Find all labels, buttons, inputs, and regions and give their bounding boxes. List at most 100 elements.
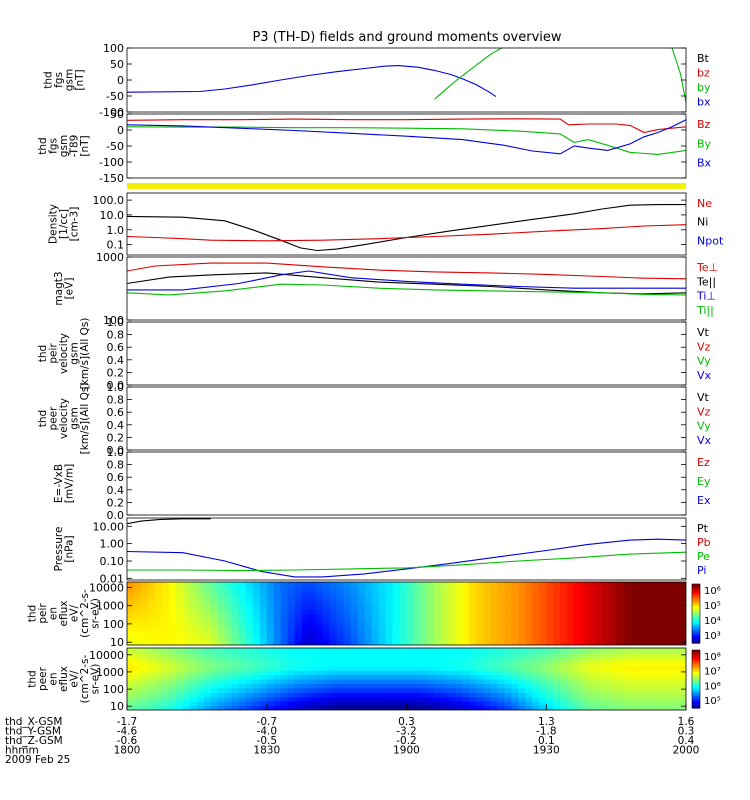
- time-axis-value: 1.3: [538, 716, 555, 728]
- heatmap-cell: [336, 586, 345, 592]
- heatmap-cell: [322, 670, 331, 676]
- heatmap-cell: [148, 640, 156, 645]
- series-line-Ni: [127, 204, 686, 252]
- heatmap-cell: [504, 701, 512, 707]
- heatmap-cell: [399, 679, 408, 684]
- heatmap-cell: [301, 692, 310, 698]
- heatmap-cell: [651, 687, 659, 693]
- heatmap-cell: [504, 636, 512, 642]
- heatmap-cell: [189, 609, 198, 615]
- heatmap-cell: [238, 652, 247, 658]
- colorbar-cell: [692, 671, 700, 675]
- heatmap-cell: [469, 687, 477, 693]
- heatmap-cell: [602, 609, 610, 615]
- heatmap-cell: [658, 674, 666, 680]
- heatmap-cell: [322, 582, 331, 588]
- heatmap-cell: [574, 618, 582, 624]
- heatmap-cell: [644, 609, 652, 615]
- heatmap-cell: [665, 595, 673, 601]
- heatmap-cell: [161, 622, 170, 628]
- heatmap-cell: [420, 582, 429, 588]
- time-axis-value: -1.7: [117, 716, 138, 728]
- data-quality-bar: [127, 183, 686, 189]
- heatmap-cell: [504, 687, 512, 693]
- heatmap-cell: [497, 618, 505, 624]
- heatmap-cell: [175, 613, 184, 619]
- heatmap-cell: [148, 600, 156, 606]
- heatmap-cell: [623, 609, 631, 615]
- heatmap-cell: [287, 670, 296, 676]
- heatmap-cell: [315, 640, 324, 645]
- heatmap-cell: [189, 661, 198, 667]
- heatmap-cell: [280, 679, 289, 684]
- heatmap-cell: [511, 595, 519, 601]
- heatmap-cell: [609, 692, 617, 698]
- heatmap-cell: [168, 687, 177, 693]
- heatmap-cell: [329, 609, 338, 615]
- heatmap-cell: [616, 631, 624, 637]
- heatmap-cell: [476, 613, 484, 619]
- heatmap-cell: [651, 683, 659, 689]
- heatmap-cell: [217, 665, 226, 671]
- heatmap-cell: [357, 661, 366, 667]
- heatmap-cell: [518, 652, 526, 658]
- heatmap-cell: [511, 604, 519, 610]
- heatmap-cell: [350, 696, 359, 702]
- heatmap-cell: [560, 692, 568, 698]
- heatmap-cell: [231, 656, 240, 662]
- heatmap-cell: [378, 627, 387, 633]
- heatmap-cell: [406, 586, 415, 592]
- legend-item: Ti⊥: [696, 290, 716, 303]
- heatmap-cell: [161, 631, 170, 637]
- heatmap-cell: [364, 687, 373, 693]
- heatmap-cell: [630, 613, 638, 619]
- y-axis-label: thdpeervelocitygsm[km/s](All Qs): [37, 383, 91, 455]
- heatmap-cell: [560, 582, 568, 588]
- heatmap-cell: [148, 586, 156, 592]
- heatmap-cell: [385, 609, 394, 615]
- heatmap-cell: [637, 670, 645, 676]
- heatmap-cell: [343, 636, 352, 642]
- heatmap-cell: [406, 582, 415, 588]
- heatmap-cell: [245, 656, 254, 662]
- heatmap-cell: [343, 661, 352, 667]
- heatmap-cell: [532, 679, 540, 684]
- heatmap-cell: [266, 696, 275, 702]
- colorbar-cell: [692, 674, 700, 678]
- heatmap-cell: [259, 595, 268, 601]
- heatmap-cell: [672, 670, 680, 676]
- heatmap-cell: [364, 696, 373, 702]
- heatmap-cell: [497, 609, 505, 615]
- heatmap-cell: [322, 679, 331, 684]
- heatmap-cell: [644, 696, 652, 702]
- y-axis-label-line: thd: [27, 670, 39, 687]
- heatmap-cell: [427, 609, 436, 615]
- heatmap-cell: [588, 648, 596, 653]
- y-axis-label-line: thd: [27, 605, 39, 622]
- heatmap-cell: [378, 692, 387, 698]
- heatmap-cell: [134, 595, 142, 601]
- heatmap-cell: [399, 622, 408, 628]
- heatmap-cell: [294, 604, 303, 610]
- heatmap-cell: [266, 692, 275, 698]
- heatmap-cell: [630, 674, 638, 680]
- heatmap-cell: [252, 692, 261, 698]
- heatmap-cell: [217, 696, 226, 702]
- heatmap-cell: [679, 609, 686, 615]
- heatmap-cell: [532, 661, 540, 667]
- heatmap-cell: [399, 687, 408, 693]
- heatmap-cell: [161, 652, 170, 658]
- heatmap-cell: [406, 618, 415, 624]
- heatmap-cell: [189, 687, 198, 693]
- heatmap-cell: [504, 692, 512, 698]
- heatmap-cell: [217, 670, 226, 676]
- heatmap-cell: [609, 618, 617, 624]
- heatmap-cell: [672, 665, 680, 671]
- heatmap-cell: [651, 609, 659, 615]
- heatmap-cell: [357, 604, 366, 610]
- heatmap-cell: [602, 687, 610, 693]
- heatmap-cell: [588, 661, 596, 667]
- heatmap-cell: [127, 674, 135, 680]
